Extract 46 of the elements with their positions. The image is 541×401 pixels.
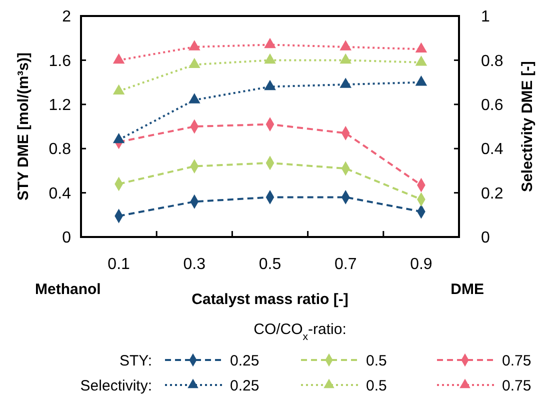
y-tick-label: 1.2: [48, 97, 72, 114]
legend-label: 0.75: [502, 352, 532, 370]
text: Selectivity:: [80, 377, 152, 394]
y2-tick-label: 0.2: [481, 185, 504, 202]
x-axis-title: Catalyst mass ratio [-]: [192, 291, 348, 308]
text: Methanol: [35, 281, 101, 298]
y2-tick-label: 1: [481, 8, 490, 26]
point: [415, 76, 428, 86]
y2-tick-label: 0: [481, 230, 490, 247]
point: [188, 40, 200, 50]
legend-label: 0.5: [366, 352, 387, 370]
point: [415, 42, 428, 53]
legend-label: 0.5: [366, 377, 387, 394]
text: DME: [450, 281, 484, 298]
y2-axis-title: Selectivity DME [-]: [519, 61, 536, 192]
legend-label: 0.75: [502, 377, 532, 394]
y2-tick-label: 0.6: [481, 97, 504, 114]
point: [264, 80, 276, 90]
y-tick-label: 0: [62, 230, 72, 247]
point: [188, 58, 200, 68]
x-tick-label: 0.9: [410, 256, 432, 273]
y-tick-label: 2: [62, 8, 72, 26]
y2-tick-label: 0.4: [481, 141, 504, 158]
point: [415, 56, 428, 66]
point: [340, 78, 352, 88]
point: [340, 40, 352, 50]
y-tick-label: 0.8: [48, 141, 72, 158]
legend-title: CO/CO$_{x}$-ratio:: [254, 321, 346, 343]
x-tick-label: 0.7: [334, 256, 357, 273]
x-tick-label: 0.1: [108, 256, 130, 273]
x-tick-label: 0.3: [183, 256, 206, 273]
legend-label: 0.25: [230, 352, 260, 370]
y-tick-label: 0.4: [48, 185, 72, 202]
point: [112, 84, 125, 95]
point: [264, 53, 276, 64]
y-tick-label: 1.6: [48, 52, 72, 70]
text: STY:: [119, 352, 152, 370]
y-axis-title: STY DME [mol/(m³s)]: [15, 52, 32, 201]
point: [188, 93, 200, 104]
x-tick-label: 0.5: [258, 256, 282, 273]
y2-tick-label: 0.8: [481, 52, 504, 70]
legend-label: 0.25: [230, 377, 260, 394]
point: [264, 38, 276, 48]
point: [112, 132, 125, 144]
point: [340, 53, 352, 64]
point: [112, 53, 125, 64]
